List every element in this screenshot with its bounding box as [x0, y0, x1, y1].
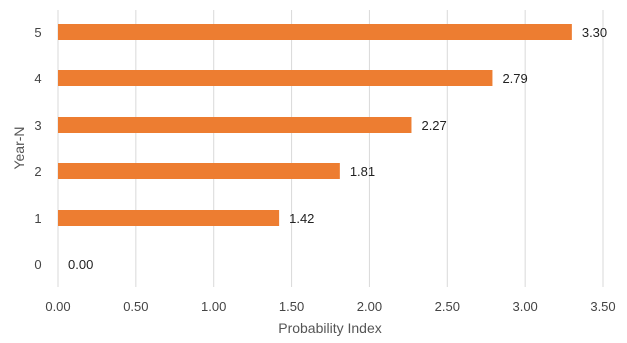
y-tick-label-0: 0 [34, 257, 41, 272]
y-tick-label-4: 4 [34, 71, 41, 86]
bar-year-5 [58, 24, 572, 40]
bar-year-2 [58, 163, 340, 179]
y-axis-ticks: 0 1 2 3 4 5 [34, 25, 41, 272]
x-tick-label-4: 2.00 [357, 299, 382, 314]
bar-year-1 [58, 210, 280, 226]
x-tick-label-3: 1.50 [279, 299, 304, 314]
data-label-year-0: 0.00 [68, 257, 93, 272]
bars [58, 24, 572, 226]
data-labels: 0.00 1.42 1.81 2.27 2.79 3.30 [68, 25, 607, 272]
bar-year-3 [58, 117, 412, 133]
y-axis-title: Year-N [11, 126, 27, 169]
x-tick-label-6: 3.00 [512, 299, 537, 314]
x-tick-label-2: 1.00 [201, 299, 226, 314]
y-tick-label-3: 3 [34, 118, 41, 133]
x-axis-title: Probability Index [278, 320, 382, 336]
x-tick-label-0: 0.00 [45, 299, 70, 314]
y-tick-label-5: 5 [34, 25, 41, 40]
bar-year-4 [58, 70, 493, 86]
data-label-year-2: 1.81 [350, 164, 375, 179]
x-tick-label-1: 0.50 [123, 299, 148, 314]
x-tick-label-7: 3.50 [590, 299, 615, 314]
data-label-year-4: 2.79 [502, 71, 527, 86]
gridlines [57, 10, 604, 287]
data-label-year-5: 3.30 [582, 25, 607, 40]
data-label-year-1: 1.42 [289, 211, 314, 226]
x-axis-ticks: 0.00 0.50 1.00 1.50 2.00 2.50 3.00 3.50 [45, 299, 615, 314]
data-label-year-3: 2.27 [421, 118, 446, 133]
y-tick-label-1: 1 [34, 211, 41, 226]
y-tick-label-2: 2 [34, 164, 41, 179]
x-tick-label-5: 2.50 [435, 299, 460, 314]
